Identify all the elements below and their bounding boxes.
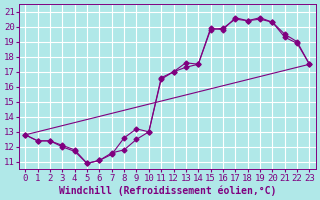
X-axis label: Windchill (Refroidissement éolien,°C): Windchill (Refroidissement éolien,°C) xyxy=(59,185,276,196)
